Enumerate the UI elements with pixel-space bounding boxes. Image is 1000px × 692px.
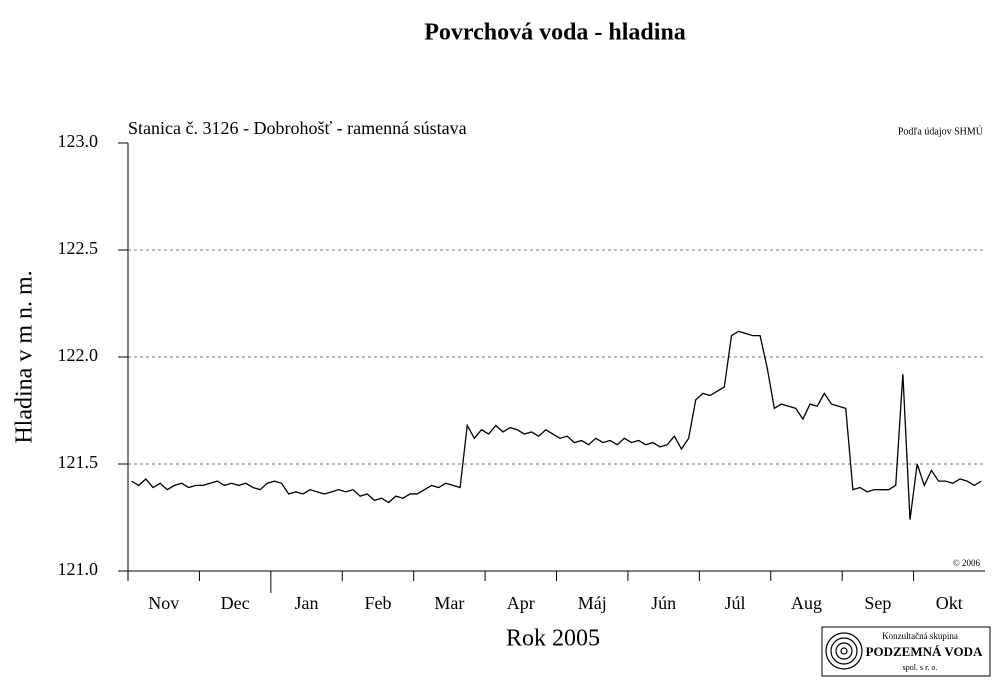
y-tick-label: 122.0 <box>58 345 99 365</box>
x-tick-label: Jan <box>295 593 319 613</box>
x-tick-label: Feb <box>364 593 391 613</box>
y-tick-label: 121.0 <box>58 559 99 579</box>
x-tick-label: Nov <box>148 593 179 613</box>
x-tick-label: Okt <box>936 593 963 613</box>
chart-title: Povrchová voda - hladina <box>424 20 686 46</box>
logo-line3: spol. s r. o. <box>903 663 938 672</box>
subtitle: Stanica č. 3126 - Dobrohošť - ramenná sú… <box>128 118 467 138</box>
series-line <box>131 330 982 520</box>
x-tick-label: Mar <box>434 593 464 613</box>
x-tick-label: Apr <box>507 593 535 613</box>
x-tick-label: Máj <box>578 593 607 613</box>
source-note: Podľa údajov SHMÚ <box>898 125 984 137</box>
logo-icon <box>825 632 863 670</box>
x-tick-label: Sep <box>864 593 891 613</box>
y-tick-label: 122.5 <box>58 238 99 258</box>
copyright: © 2006 <box>953 558 981 568</box>
y-tick-label: 121.5 <box>58 452 99 472</box>
logo-line1: Konzultačná skupina <box>882 631 958 641</box>
logo: Konzultačná skupina PODZEMNÁ VODA spol. … <box>821 626 991 677</box>
logo-frame <box>821 626 991 677</box>
y-tick-label: 123.0 <box>58 131 99 151</box>
x-axis-label: Rok 2005 <box>506 626 600 652</box>
x-tick-label: Júl <box>725 593 746 613</box>
logo-line2: PODZEMNÁ VODA <box>866 644 983 659</box>
x-tick-label: Jún <box>651 593 676 613</box>
x-tick-label: Dec <box>221 593 250 613</box>
y-axis-label: Hladina v m n. m. <box>12 270 38 443</box>
x-tick-label: Aug <box>791 593 822 613</box>
